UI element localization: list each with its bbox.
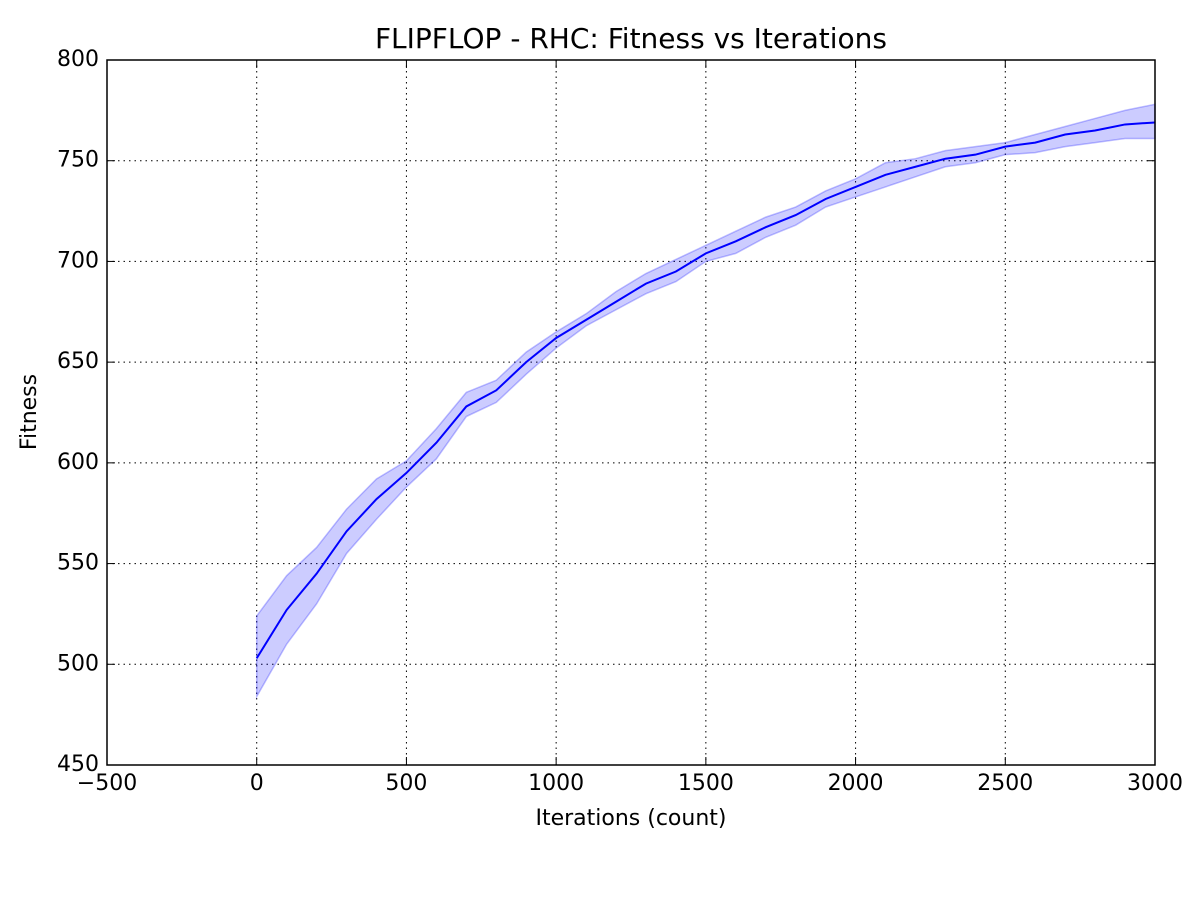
y-tick-label: 800 (57, 47, 99, 72)
x-tick-label: 500 (385, 771, 427, 796)
x-tick-label: −500 (77, 771, 137, 796)
chart-title: FLIPFLOP - RHC: Fitness vs Iterations (375, 22, 887, 55)
y-tick-label: 600 (57, 450, 99, 475)
y-tick-label: 550 (57, 551, 99, 576)
y-tick-label: 500 (57, 651, 99, 676)
y-tick-label: 700 (57, 248, 99, 273)
x-tick-label: 1000 (528, 771, 584, 796)
y-tick-label: 750 (57, 148, 99, 173)
x-tick-label: 0 (250, 771, 264, 796)
line (255, 121, 1156, 659)
plot-frame (106, 59, 1156, 766)
x-tick-label: 1500 (678, 771, 734, 796)
y-axis-label: Fitness (17, 374, 42, 450)
y-tick-label: 650 (57, 349, 99, 374)
x-tick-label: 2000 (828, 771, 884, 796)
x-axis-label: Iterations (count) (535, 806, 726, 831)
x-tick-label: 3000 (1127, 771, 1183, 796)
y-tick-label: 450 (57, 752, 99, 777)
x-tick-label: 2500 (977, 771, 1033, 796)
